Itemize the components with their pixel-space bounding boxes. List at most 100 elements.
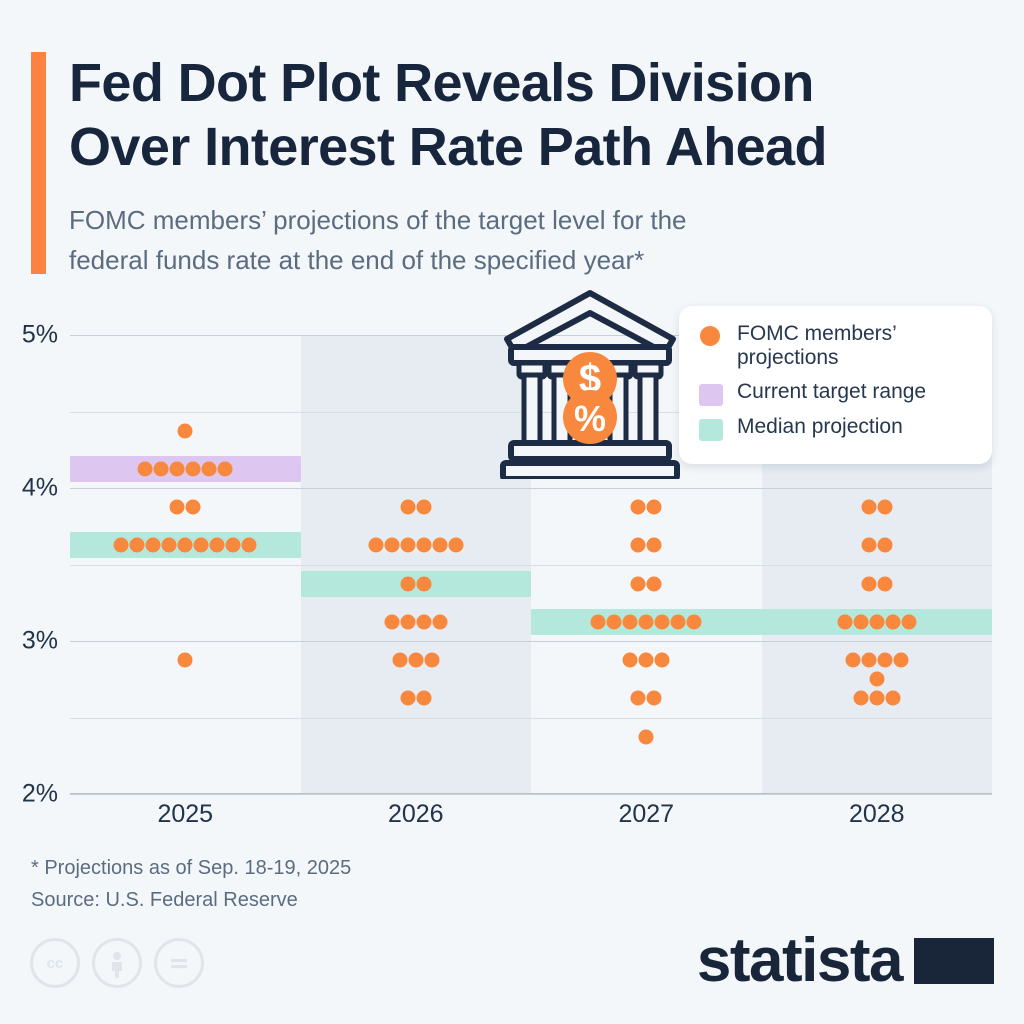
projection-dot [177,652,193,668]
title-line-2: Over Interest Rate Path Ahead [69,116,827,177]
projection-dot [177,423,193,439]
projection-dot [622,614,638,630]
gridline-3 [70,641,992,642]
legend-item-label: Current target range [737,379,927,403]
projection-dot [153,461,169,477]
projection-dot [670,614,686,630]
legend-item-label: FOMC members’ projections [737,322,897,371]
projection-dot [885,614,901,630]
legend-purple-swatch-icon [699,383,723,406]
projection-dot [400,614,416,630]
projection-dot [638,729,654,745]
x-axis-tick-2027: 2027 [618,800,675,828]
projection-dot [225,537,241,553]
current-target-range-band-2025 [70,455,301,482]
projection-dot [893,652,909,668]
projection-dot [368,537,384,553]
projection-dot [646,537,662,553]
legend-label-line-1: FOMC members’ [737,322,897,345]
svg-text:%: % [574,398,606,439]
bank-building-icon: $ % [497,287,683,482]
gridline-3.5 [70,565,992,566]
projection-dot [432,537,448,553]
projection-dot [161,537,177,553]
projection-dot [432,614,448,630]
projection-dot [185,499,201,515]
projection-dot [630,576,646,592]
statista-logo: statista [697,930,994,992]
projection-dot [877,576,893,592]
projection-dot [869,690,885,706]
projection-dot [837,614,853,630]
projection-dot [861,576,877,592]
projection-dot [622,652,638,668]
y-axis-labels: 2% 3% 4% 5% [0,321,70,808]
projection-dot [845,652,861,668]
chart-legend: FOMC members’ projections Current target… [679,306,992,464]
projection-dot [416,576,432,592]
projection-dot [384,537,400,553]
statista-mark-icon [914,938,994,984]
svg-text:$: $ [579,357,601,401]
projection-dot [400,576,416,592]
projection-dot [885,690,901,706]
projection-dot [400,499,416,515]
projection-dot [877,537,893,553]
footnote-source: Source: U.S. Federal Reserve [31,889,298,911]
projection-dot [590,614,606,630]
projection-dot [416,690,432,706]
projection-dot [654,614,670,630]
projection-dot [169,461,185,477]
by-person-icon [92,938,142,988]
projection-dot [169,499,185,515]
projection-dot [448,537,464,553]
gridline-4 [70,488,992,489]
projection-dot [638,652,654,668]
projection-dot [630,537,646,553]
projection-dot [241,537,257,553]
projection-dot [416,499,432,515]
legend-item-median: Median projection [699,415,974,441]
projection-dot [861,537,877,553]
projection-dot [638,614,654,630]
projection-dot [408,652,424,668]
projection-dot [853,690,869,706]
projection-dot [861,499,877,515]
x-axis-tick-2026: 2026 [387,800,444,828]
projection-dot [193,537,209,553]
statista-wordmark: statista [696,926,904,995]
legend-item-target-range: Current target range [699,380,974,406]
y-axis-tick-4%: 4% [21,473,58,502]
projection-dot [129,537,145,553]
subtitle-line-2: federal funds rate at the end of the spe… [69,245,645,276]
projection-dot [646,576,662,592]
projection-dot [424,652,440,668]
projection-dot [400,690,416,706]
projection-dot [901,614,917,630]
x-axis-tick-2028: 2028 [848,800,905,828]
title-line-1: Fed Dot Plot Reveals Division [69,53,814,113]
projection-dot [869,671,885,687]
svg-text:cc: cc [47,955,64,972]
legend-item-projections: FOMC members’ projections [699,322,974,371]
projection-dot [877,499,893,515]
y-axis-tick-3%: 3% [21,626,58,655]
nd-equals-icon [154,938,204,988]
page-subtitle: FOMC members’ projections of the target … [69,200,969,281]
projection-dot [400,537,416,553]
x-axis-tick-2025: 2025 [157,800,214,828]
gridline-2 [70,794,992,795]
projection-dot [384,614,400,630]
projection-dot [646,499,662,515]
y-axis-tick-5%: 5% [21,320,58,349]
projection-dot [630,690,646,706]
projection-dot [113,537,129,553]
x-axis-baseline [70,793,992,794]
footnote-projections: * Projections as of Sep. 18-19, 2025 [31,857,352,879]
projection-dot [392,652,408,668]
legend-teal-swatch-icon [699,418,723,441]
projection-dot [416,537,432,553]
cc-icon: cc [30,938,80,988]
projection-dot [137,461,153,477]
projection-dot [853,614,869,630]
